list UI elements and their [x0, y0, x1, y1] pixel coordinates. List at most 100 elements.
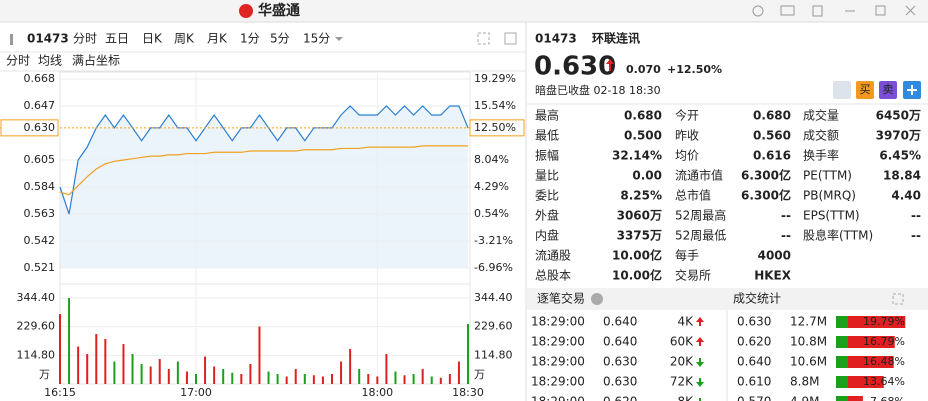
- help-icon[interactable]: [591, 293, 603, 305]
- pct-tick-label: 0.54%: [474, 207, 509, 220]
- pct-tick-label: -6.96%: [474, 261, 513, 274]
- volume-bar: [59, 314, 61, 384]
- period-tab[interactable]: 15分: [303, 32, 330, 46]
- volume-bar: [312, 375, 315, 384]
- stat-volume: 4.9M: [790, 395, 819, 401]
- volume-bar: [367, 374, 370, 384]
- volume-tick-label: 344.40: [474, 291, 513, 304]
- dropdown-arrow[interactable]: [335, 37, 343, 41]
- trade-volume: 60K: [670, 335, 694, 349]
- sub-tab[interactable]: 分时: [6, 54, 30, 68]
- pct-tick-label: 19.29%: [474, 72, 516, 85]
- period-tab[interactable]: 周K: [174, 32, 195, 46]
- quote-status: 暗盘已收盘 02-18 18:30: [535, 83, 661, 97]
- volume-bar: [358, 369, 361, 384]
- trade-volume: 8K: [677, 395, 694, 401]
- section-header: [527, 288, 928, 310]
- stat-price: 0.620: [737, 335, 771, 349]
- period-tab[interactable]: 1分: [240, 32, 260, 46]
- ratio-bar-green: [836, 336, 848, 348]
- stat-price: 0.640: [737, 355, 771, 369]
- volume-unit: 万: [474, 368, 485, 381]
- stat-label: 每手: [675, 248, 699, 263]
- volume-bar: [349, 349, 352, 384]
- buy-button[interactable]: [856, 81, 874, 99]
- volume-bar: [430, 376, 433, 384]
- volume-tick-label: 229.60: [17, 320, 56, 333]
- collapse-icon[interactable]: [10, 34, 13, 45]
- stat-value: --: [911, 209, 921, 223]
- period-tab[interactable]: 五日: [105, 32, 129, 46]
- volume-bar: [77, 346, 80, 384]
- trade-arrow: [699, 398, 701, 401]
- stat-value: 6.300亿: [741, 168, 791, 183]
- period-tab[interactable]: 月K: [207, 32, 228, 46]
- time-tick-label: 17:00: [180, 386, 212, 399]
- period-tab[interactable]: 日K: [142, 32, 163, 46]
- volume-bar: [149, 366, 152, 384]
- plus-icon: [907, 85, 917, 95]
- trades-title: 逐笔交易: [537, 291, 585, 306]
- stat-label: 总股本: [535, 269, 571, 283]
- time-tick-label: 18:00: [361, 386, 393, 399]
- sub-tab[interactable]: 满占坐标: [72, 53, 120, 68]
- cursor-price: 0.630: [24, 121, 56, 134]
- pct-tick-label: -3.21%: [474, 234, 513, 247]
- stat-value: 4.40: [891, 189, 921, 203]
- expand-icon[interactable]: [892, 293, 904, 305]
- sub-tab[interactable]: 均线: [38, 54, 62, 68]
- volume-bar: [213, 366, 216, 384]
- stat-value: 0.500: [624, 129, 662, 143]
- stat-label: 52周最高: [675, 208, 726, 223]
- price-tick-label: 0.584: [24, 180, 56, 193]
- stat-volume: 10.6M: [790, 355, 827, 369]
- volume-bar: [385, 354, 388, 384]
- volume-bar: [167, 369, 170, 384]
- volume-bar: [204, 356, 207, 384]
- sell-button[interactable]: [879, 81, 897, 99]
- volume-bar: [113, 361, 116, 384]
- ratio-label: 19.79%: [863, 315, 905, 328]
- stat-price: 0.630: [737, 315, 771, 329]
- logo: 华盛通: [258, 2, 300, 19]
- stat-label: 委比: [535, 189, 559, 203]
- stat-value: --: [781, 229, 791, 243]
- volume-bar: [448, 374, 451, 384]
- period-tab[interactable]: 5分: [270, 32, 290, 46]
- volume-bar: [185, 371, 188, 384]
- trade-price: 0.620: [603, 395, 637, 401]
- stat-value: 32.14%: [612, 149, 662, 163]
- trade-arrow: [696, 337, 704, 346]
- buy-label: 买: [860, 83, 871, 96]
- ratio-label: 13.64%: [863, 375, 905, 388]
- trade-arrow: [696, 317, 704, 326]
- stat-volume: 10.8M: [790, 335, 827, 349]
- sell-label: 卖: [883, 83, 894, 96]
- stat-label: 最高: [535, 108, 559, 123]
- stat-value: --: [911, 229, 921, 243]
- stat-value: 18.84: [883, 169, 921, 183]
- volume-bar: [467, 324, 469, 384]
- stat-price: 0.610: [737, 375, 771, 389]
- stat-value: 0.00: [632, 169, 662, 183]
- stat-value: 6450万: [876, 109, 921, 123]
- stat-label: 交易所: [675, 268, 711, 283]
- stat-value: 10.00亿: [612, 248, 662, 263]
- stat-value: --: [781, 209, 791, 223]
- pct-tick-label: 4.29%: [474, 180, 509, 193]
- period-tab[interactable]: 分时: [73, 32, 97, 46]
- toolbar-icons[interactable]: [477, 32, 517, 45]
- price-tick-label: 0.668: [24, 72, 56, 85]
- stat-label: 成交量: [803, 108, 839, 123]
- volume-bar: [421, 369, 424, 384]
- stat-label: PB(MRQ): [803, 189, 856, 203]
- trade-volume: 4K: [677, 315, 694, 329]
- alert-button[interactable]: [833, 81, 851, 99]
- quote-code: 01473: [535, 32, 577, 46]
- cursor-pct: 12.50%: [474, 121, 516, 134]
- stat-value: 8.25%: [620, 189, 662, 203]
- trade-price: 0.630: [603, 375, 637, 389]
- volume-bar: [104, 339, 107, 384]
- time-tick-label: 16:15: [44, 386, 76, 399]
- stat-value: 3970万: [876, 129, 921, 143]
